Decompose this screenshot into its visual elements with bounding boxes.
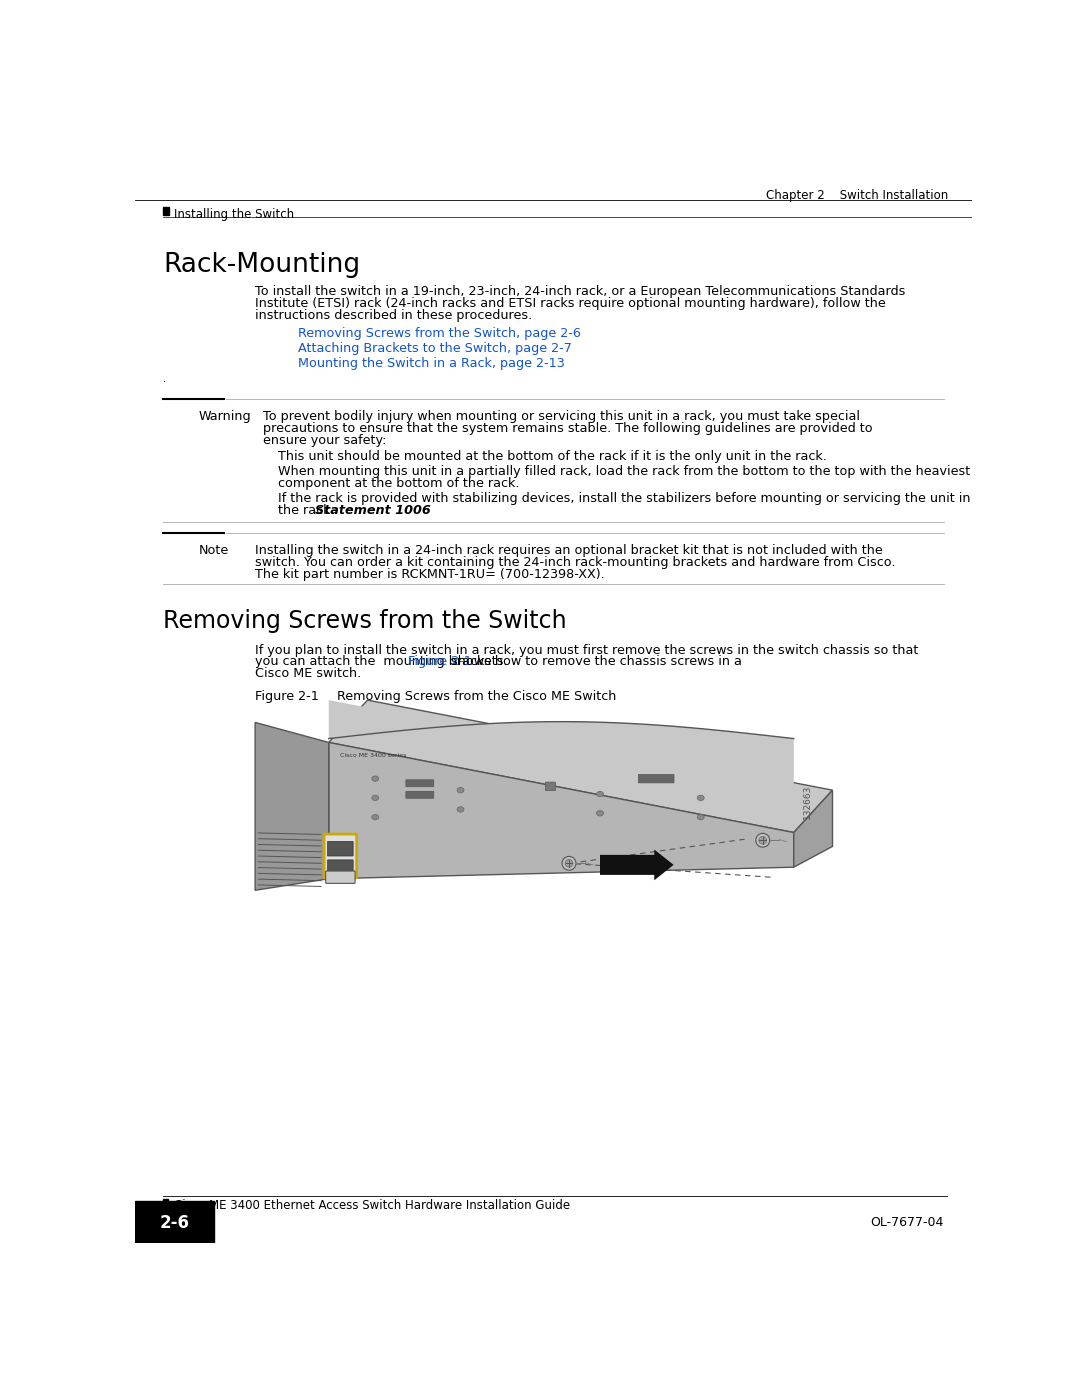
Polygon shape (255, 722, 328, 890)
Text: Installing the switch in a 24-inch rack requires an optional bracket kit that is: Installing the switch in a 24-inch rack … (255, 543, 882, 557)
Text: When mounting this unit in a partially filled rack, load the rack from the botto: When mounting this unit in a partially f… (279, 465, 971, 478)
Text: Warning: Warning (199, 409, 252, 423)
Circle shape (759, 837, 767, 844)
FancyBboxPatch shape (327, 861, 353, 875)
Text: Institute (ETSI) rack (24-inch racks and ETSI racks require optional mounting ha: Institute (ETSI) rack (24-inch racks and… (255, 296, 886, 310)
Text: switch. You can order a kit containing the 24-inch rack-mounting brackets and ha: switch. You can order a kit containing t… (255, 556, 895, 569)
Ellipse shape (457, 806, 464, 812)
FancyArrow shape (600, 849, 674, 880)
Bar (163, 1199, 168, 1207)
Ellipse shape (698, 795, 704, 800)
Text: To install the switch in a 19-inch, 23-inch, 24-inch rack, or a European Telecom: To install the switch in a 19-inch, 23-i… (255, 285, 905, 298)
Polygon shape (328, 700, 794, 791)
Bar (135, 1201, 214, 1243)
Ellipse shape (372, 775, 379, 781)
Text: Mounting the Switch in a Rack, page 2-13: Mounting the Switch in a Rack, page 2-13 (298, 358, 565, 370)
Text: 2-6: 2-6 (160, 1214, 189, 1232)
Text: instructions described in these procedures.: instructions described in these procedur… (255, 309, 532, 321)
Text: Attaching Brackets to the Switch, page 2-7: Attaching Brackets to the Switch, page 2… (298, 342, 571, 355)
Text: you can attach the  mounting brackets.: you can attach the mounting brackets. (255, 655, 512, 668)
Text: Note: Note (199, 543, 229, 557)
Bar (163, 207, 170, 215)
Circle shape (756, 833, 770, 847)
Text: .: . (163, 374, 166, 384)
Polygon shape (328, 700, 833, 833)
FancyBboxPatch shape (406, 780, 434, 787)
Ellipse shape (372, 814, 379, 820)
FancyBboxPatch shape (406, 791, 434, 798)
Text: Chapter 2    Switch Installation: Chapter 2 Switch Installation (767, 189, 948, 203)
Text: To prevent bodily injury when mounting or servicing this unit in a rack, you mus: To prevent bodily injury when mounting o… (262, 409, 860, 423)
FancyBboxPatch shape (545, 782, 555, 791)
Text: If the rack is provided with stabilizing devices, install the stabilizers before: If the rack is provided with stabilizing… (279, 492, 971, 506)
Circle shape (565, 859, 572, 868)
Text: shows how to remove the chassis screws in a: shows how to remove the chassis screws i… (447, 655, 742, 668)
Text: Statement 1006: Statement 1006 (315, 504, 431, 517)
Text: ensure your safety:: ensure your safety: (262, 433, 387, 447)
Text: Figure 2-1: Figure 2-1 (408, 655, 472, 668)
Ellipse shape (457, 788, 464, 793)
Text: OL-7677-04: OL-7677-04 (870, 1215, 944, 1229)
Ellipse shape (596, 810, 604, 816)
FancyBboxPatch shape (327, 841, 353, 856)
Text: 132663: 132663 (804, 785, 812, 819)
Text: component at the bottom of the rack.: component at the bottom of the rack. (279, 478, 519, 490)
Circle shape (562, 856, 576, 870)
Text: This unit should be mounted at the bottom of the rack if it is the only unit in : This unit should be mounted at the botto… (279, 450, 827, 464)
Polygon shape (328, 742, 794, 879)
Text: the rack.: the rack. (279, 504, 335, 517)
Ellipse shape (372, 795, 379, 800)
FancyBboxPatch shape (324, 834, 356, 877)
Text: Cisco ME 3400 Ethernet Access Switch Hardware Installation Guide: Cisco ME 3400 Ethernet Access Switch Har… (174, 1199, 570, 1211)
Text: Removing Screws from the Cisco ME Switch: Removing Screws from the Cisco ME Switch (318, 690, 617, 703)
Polygon shape (794, 791, 833, 868)
FancyBboxPatch shape (326, 872, 355, 883)
Text: Removing Screws from the Switch: Removing Screws from the Switch (163, 609, 567, 633)
Text: If you plan to install the switch in a rack, you must first remove the screws in: If you plan to install the switch in a r… (255, 644, 918, 657)
Ellipse shape (596, 791, 604, 796)
Text: Cisco ME switch.: Cisco ME switch. (255, 668, 362, 680)
Text: Cisco ME 3400 series: Cisco ME 3400 series (340, 753, 407, 759)
Text: The kit part number is RCKMNT-1RU= (700-12398-XX).: The kit part number is RCKMNT-1RU= (700-… (255, 567, 605, 581)
Text: Rack-Mounting: Rack-Mounting (163, 253, 360, 278)
FancyBboxPatch shape (638, 774, 674, 782)
Text: Removing Screws from the Switch, page 2-6: Removing Screws from the Switch, page 2-… (298, 327, 581, 339)
Ellipse shape (698, 814, 704, 820)
Text: Figure 2-1: Figure 2-1 (255, 690, 319, 703)
Text: Installing the Switch: Installing the Switch (174, 208, 294, 221)
Text: precautions to ensure that the system remains stable. The following guidelines a: precautions to ensure that the system re… (262, 422, 873, 434)
